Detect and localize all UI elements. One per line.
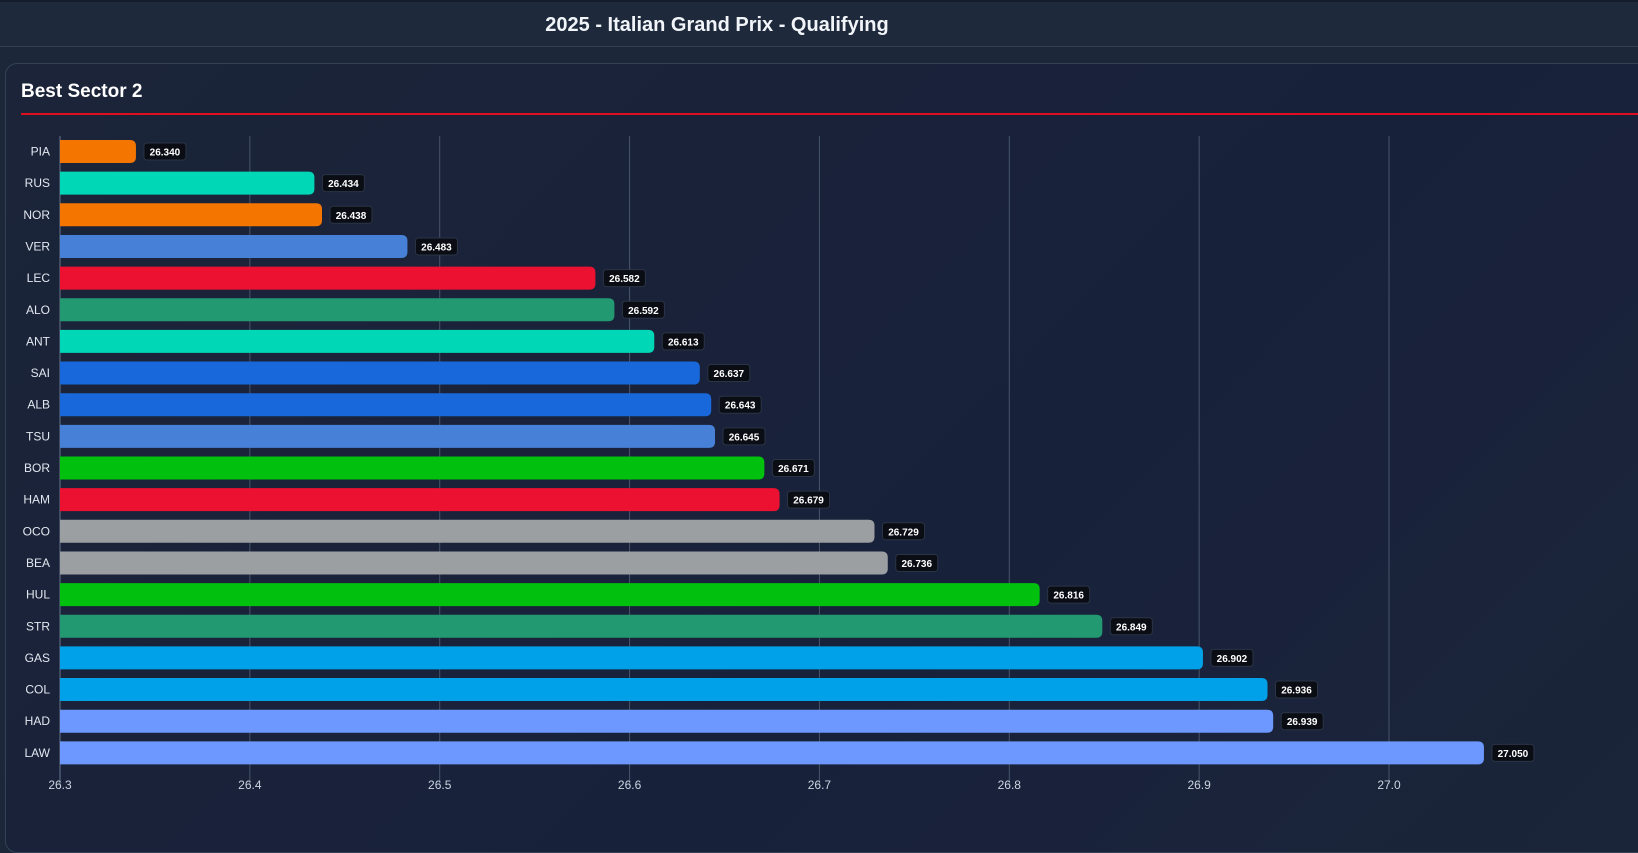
bar-tsu xyxy=(60,424,716,448)
bar-alb xyxy=(60,393,712,417)
data-label: 26.613 xyxy=(668,337,699,348)
bar-bea xyxy=(60,551,888,575)
y-tick-label: COL xyxy=(25,683,50,697)
y-tick-label: ANT xyxy=(26,334,51,348)
x-tick-label: 26.8 xyxy=(998,778,1022,792)
y-tick-label: SAI xyxy=(31,366,50,380)
y-tick-label: ALB xyxy=(27,398,50,412)
bar-lec xyxy=(60,266,596,290)
header-bar: 2025 - Italian Grand Prix - Qualifying xyxy=(0,0,1638,47)
bar-pia xyxy=(60,140,136,163)
y-tick-label: LEC xyxy=(27,271,51,285)
value-badge xyxy=(321,174,365,193)
value-badge xyxy=(707,364,751,383)
data-label: 26.643 xyxy=(725,401,756,412)
card-title: Best Sector 2 xyxy=(21,81,143,102)
value-badge xyxy=(621,300,665,319)
bar-gas xyxy=(60,646,1203,670)
y-tick-label: RUS xyxy=(25,176,50,190)
data-label: 26.434 xyxy=(328,179,359,190)
data-label: 26.736 xyxy=(901,559,932,570)
data-label: 26.902 xyxy=(1217,654,1248,665)
value-badge xyxy=(414,237,458,256)
data-label: 26.939 xyxy=(1287,717,1318,728)
data-label: 26.849 xyxy=(1116,622,1147,633)
value-badge xyxy=(1491,743,1535,762)
y-tick-label: ALO xyxy=(26,303,50,317)
data-label: 26.679 xyxy=(793,496,824,507)
value-badge xyxy=(1280,712,1324,731)
bar-had xyxy=(60,709,1274,733)
bar-oco xyxy=(60,519,875,543)
bar-col xyxy=(60,678,1268,702)
y-tick-label: NOR xyxy=(23,208,50,222)
value-badge xyxy=(1109,617,1153,636)
data-label: 26.592 xyxy=(628,306,659,317)
data-label: 27.050 xyxy=(1498,749,1529,760)
data-label: 26.645 xyxy=(729,432,760,443)
value-badge xyxy=(1047,585,1091,604)
value-badge xyxy=(602,269,646,288)
value-badge xyxy=(1274,680,1318,699)
y-tick-label: OCO xyxy=(23,524,50,538)
bar-ham xyxy=(60,488,780,512)
bar-nor xyxy=(60,203,323,227)
y-tick-label: GAS xyxy=(25,651,50,665)
bar-sai xyxy=(60,361,700,385)
data-label: 26.816 xyxy=(1053,591,1084,602)
data-label: 26.936 xyxy=(1281,686,1312,697)
y-tick-label: STR xyxy=(26,619,50,633)
value-badge xyxy=(661,332,705,351)
data-label: 26.671 xyxy=(778,464,809,475)
value-badge xyxy=(329,205,373,224)
y-tick-label: BOR xyxy=(24,461,50,475)
data-label: 26.483 xyxy=(421,242,452,253)
data-label: 26.729 xyxy=(888,527,919,538)
y-tick-label: BEA xyxy=(26,556,50,570)
x-tick-label: 27.0 xyxy=(1377,778,1401,792)
page-title: 2025 - Italian Grand Prix - Qualifying xyxy=(545,14,889,36)
x-tick-label: 26.4 xyxy=(238,778,262,792)
x-tick-label: 26.3 xyxy=(48,778,72,792)
value-badge xyxy=(1210,648,1254,667)
data-label: 26.340 xyxy=(150,148,181,159)
bar-str xyxy=(60,614,1103,638)
value-badge xyxy=(787,490,831,509)
value-badge xyxy=(718,395,762,414)
value-badge xyxy=(143,142,187,161)
bar-ant xyxy=(60,329,655,353)
y-tick-label: TSU xyxy=(26,429,50,443)
bar-ver xyxy=(60,234,408,258)
title-divider xyxy=(21,113,1638,115)
bar-rus xyxy=(60,171,315,195)
bar-hul xyxy=(60,583,1040,607)
bar-law xyxy=(60,741,1484,765)
value-badge xyxy=(881,522,925,541)
value-badge xyxy=(771,459,815,477)
x-tick-label: 26.6 xyxy=(618,778,642,792)
x-tick-label: 26.5 xyxy=(428,778,452,792)
y-tick-label: HAD xyxy=(25,714,51,728)
data-label: 26.582 xyxy=(609,274,640,285)
bar-bor xyxy=(60,456,765,480)
y-tick-label: HUL xyxy=(26,588,50,602)
bar-alo xyxy=(60,298,615,322)
value-badge xyxy=(895,553,939,572)
data-label: 26.637 xyxy=(714,369,745,380)
y-tick-label: VER xyxy=(25,239,50,253)
bar-chart: 26.3 26.4 26.5 26.6 26.7 26.8 26.9 27.0 PIA 26.34… xyxy=(23,136,1535,792)
y-tick-label: PIA xyxy=(31,145,50,159)
y-tick-label: HAM xyxy=(23,493,50,507)
x-tick-label: 26.9 xyxy=(1187,778,1211,792)
data-label: 26.438 xyxy=(336,211,367,222)
value-badge xyxy=(722,427,766,446)
x-tick-label: 26.7 xyxy=(808,778,832,792)
y-tick-label: LAW xyxy=(24,746,50,760)
